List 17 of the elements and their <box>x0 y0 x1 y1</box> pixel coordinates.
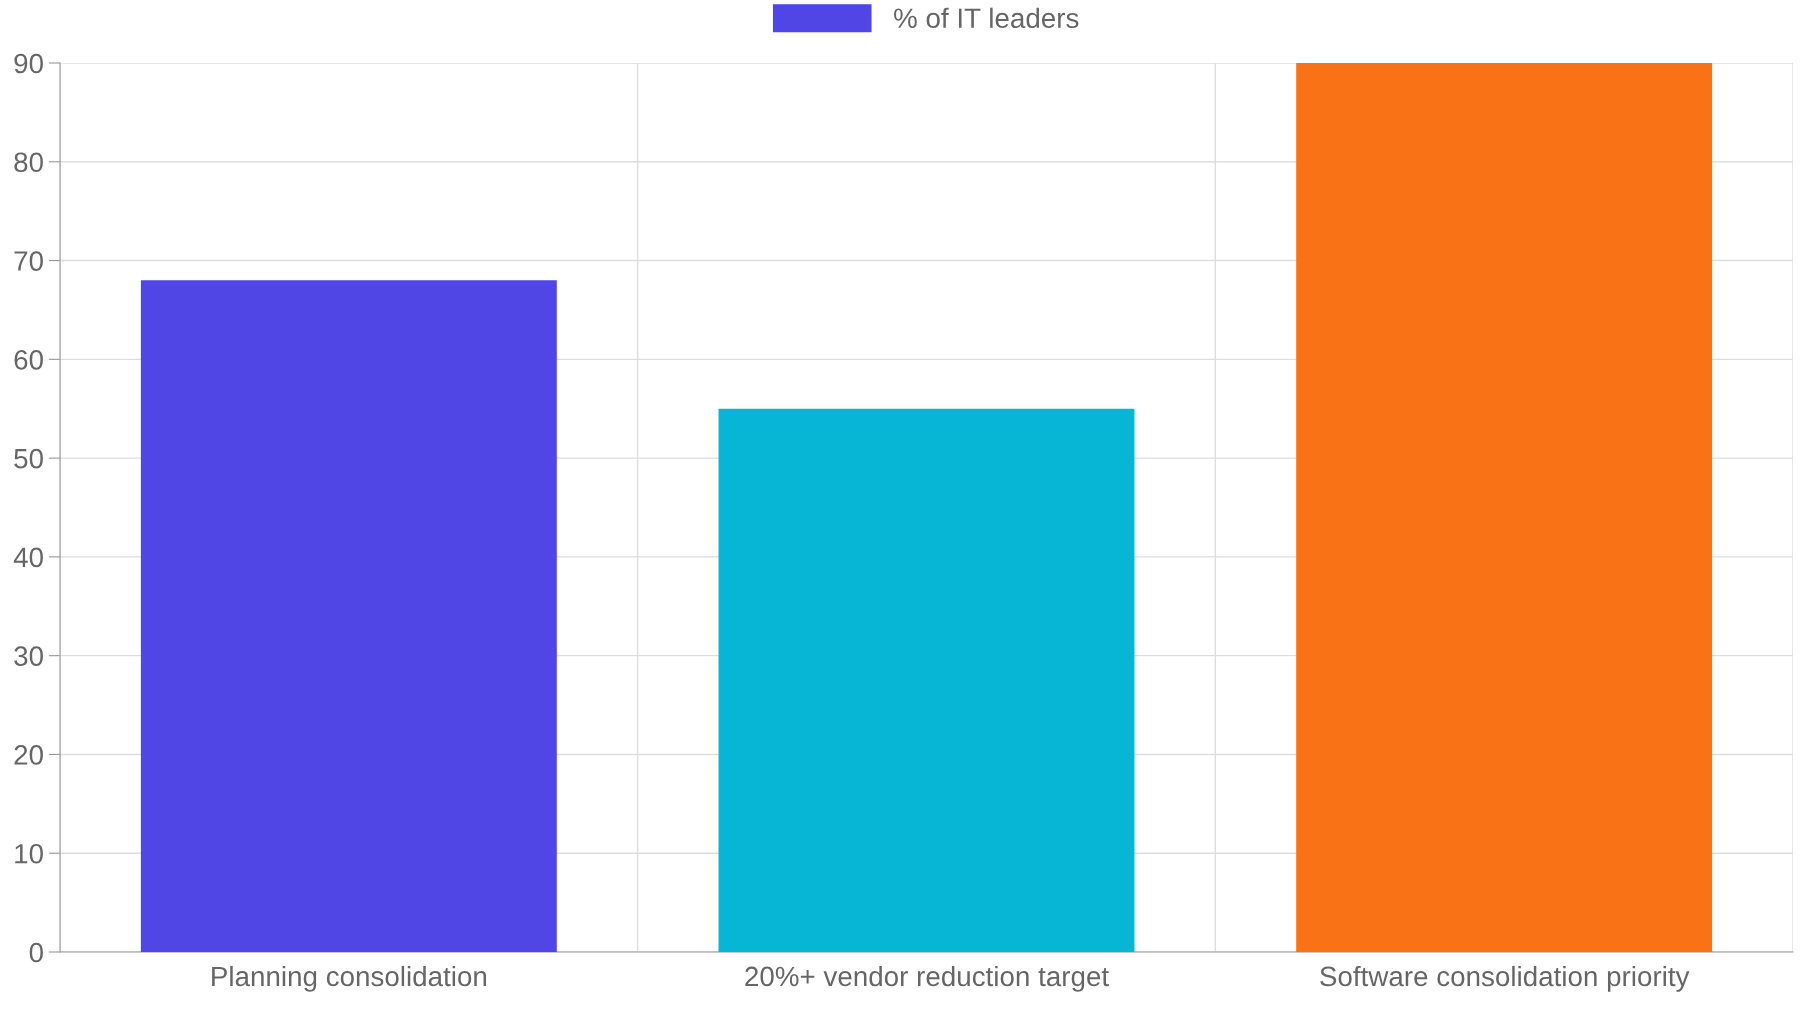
y-tick-label: 10 <box>15 843 43 864</box>
bar <box>1296 63 1713 952</box>
bar <box>718 408 1135 952</box>
x-tick-label: 20%+ vendor reduction target <box>745 965 1109 992</box>
y-tick-label: 30 <box>14 646 43 667</box>
y-tick-label: 90 <box>14 53 43 74</box>
bar <box>140 280 557 952</box>
y-tick-label: 60 <box>14 350 43 370</box>
y-tick-label: 40 <box>13 547 43 568</box>
y-tick-label: 70 <box>14 251 43 271</box>
x-tick-label: Software consolidation priority <box>1320 965 1690 992</box>
legend-label: % of IT leaders <box>894 7 1079 29</box>
y-tick-label: 80 <box>14 152 43 173</box>
x-tick-label: Planning consolidation <box>212 965 487 992</box>
y-tick-label: 20 <box>14 745 43 765</box>
y-tick-label: 0 <box>29 942 43 963</box>
y-tick-label: 50 <box>14 448 43 469</box>
